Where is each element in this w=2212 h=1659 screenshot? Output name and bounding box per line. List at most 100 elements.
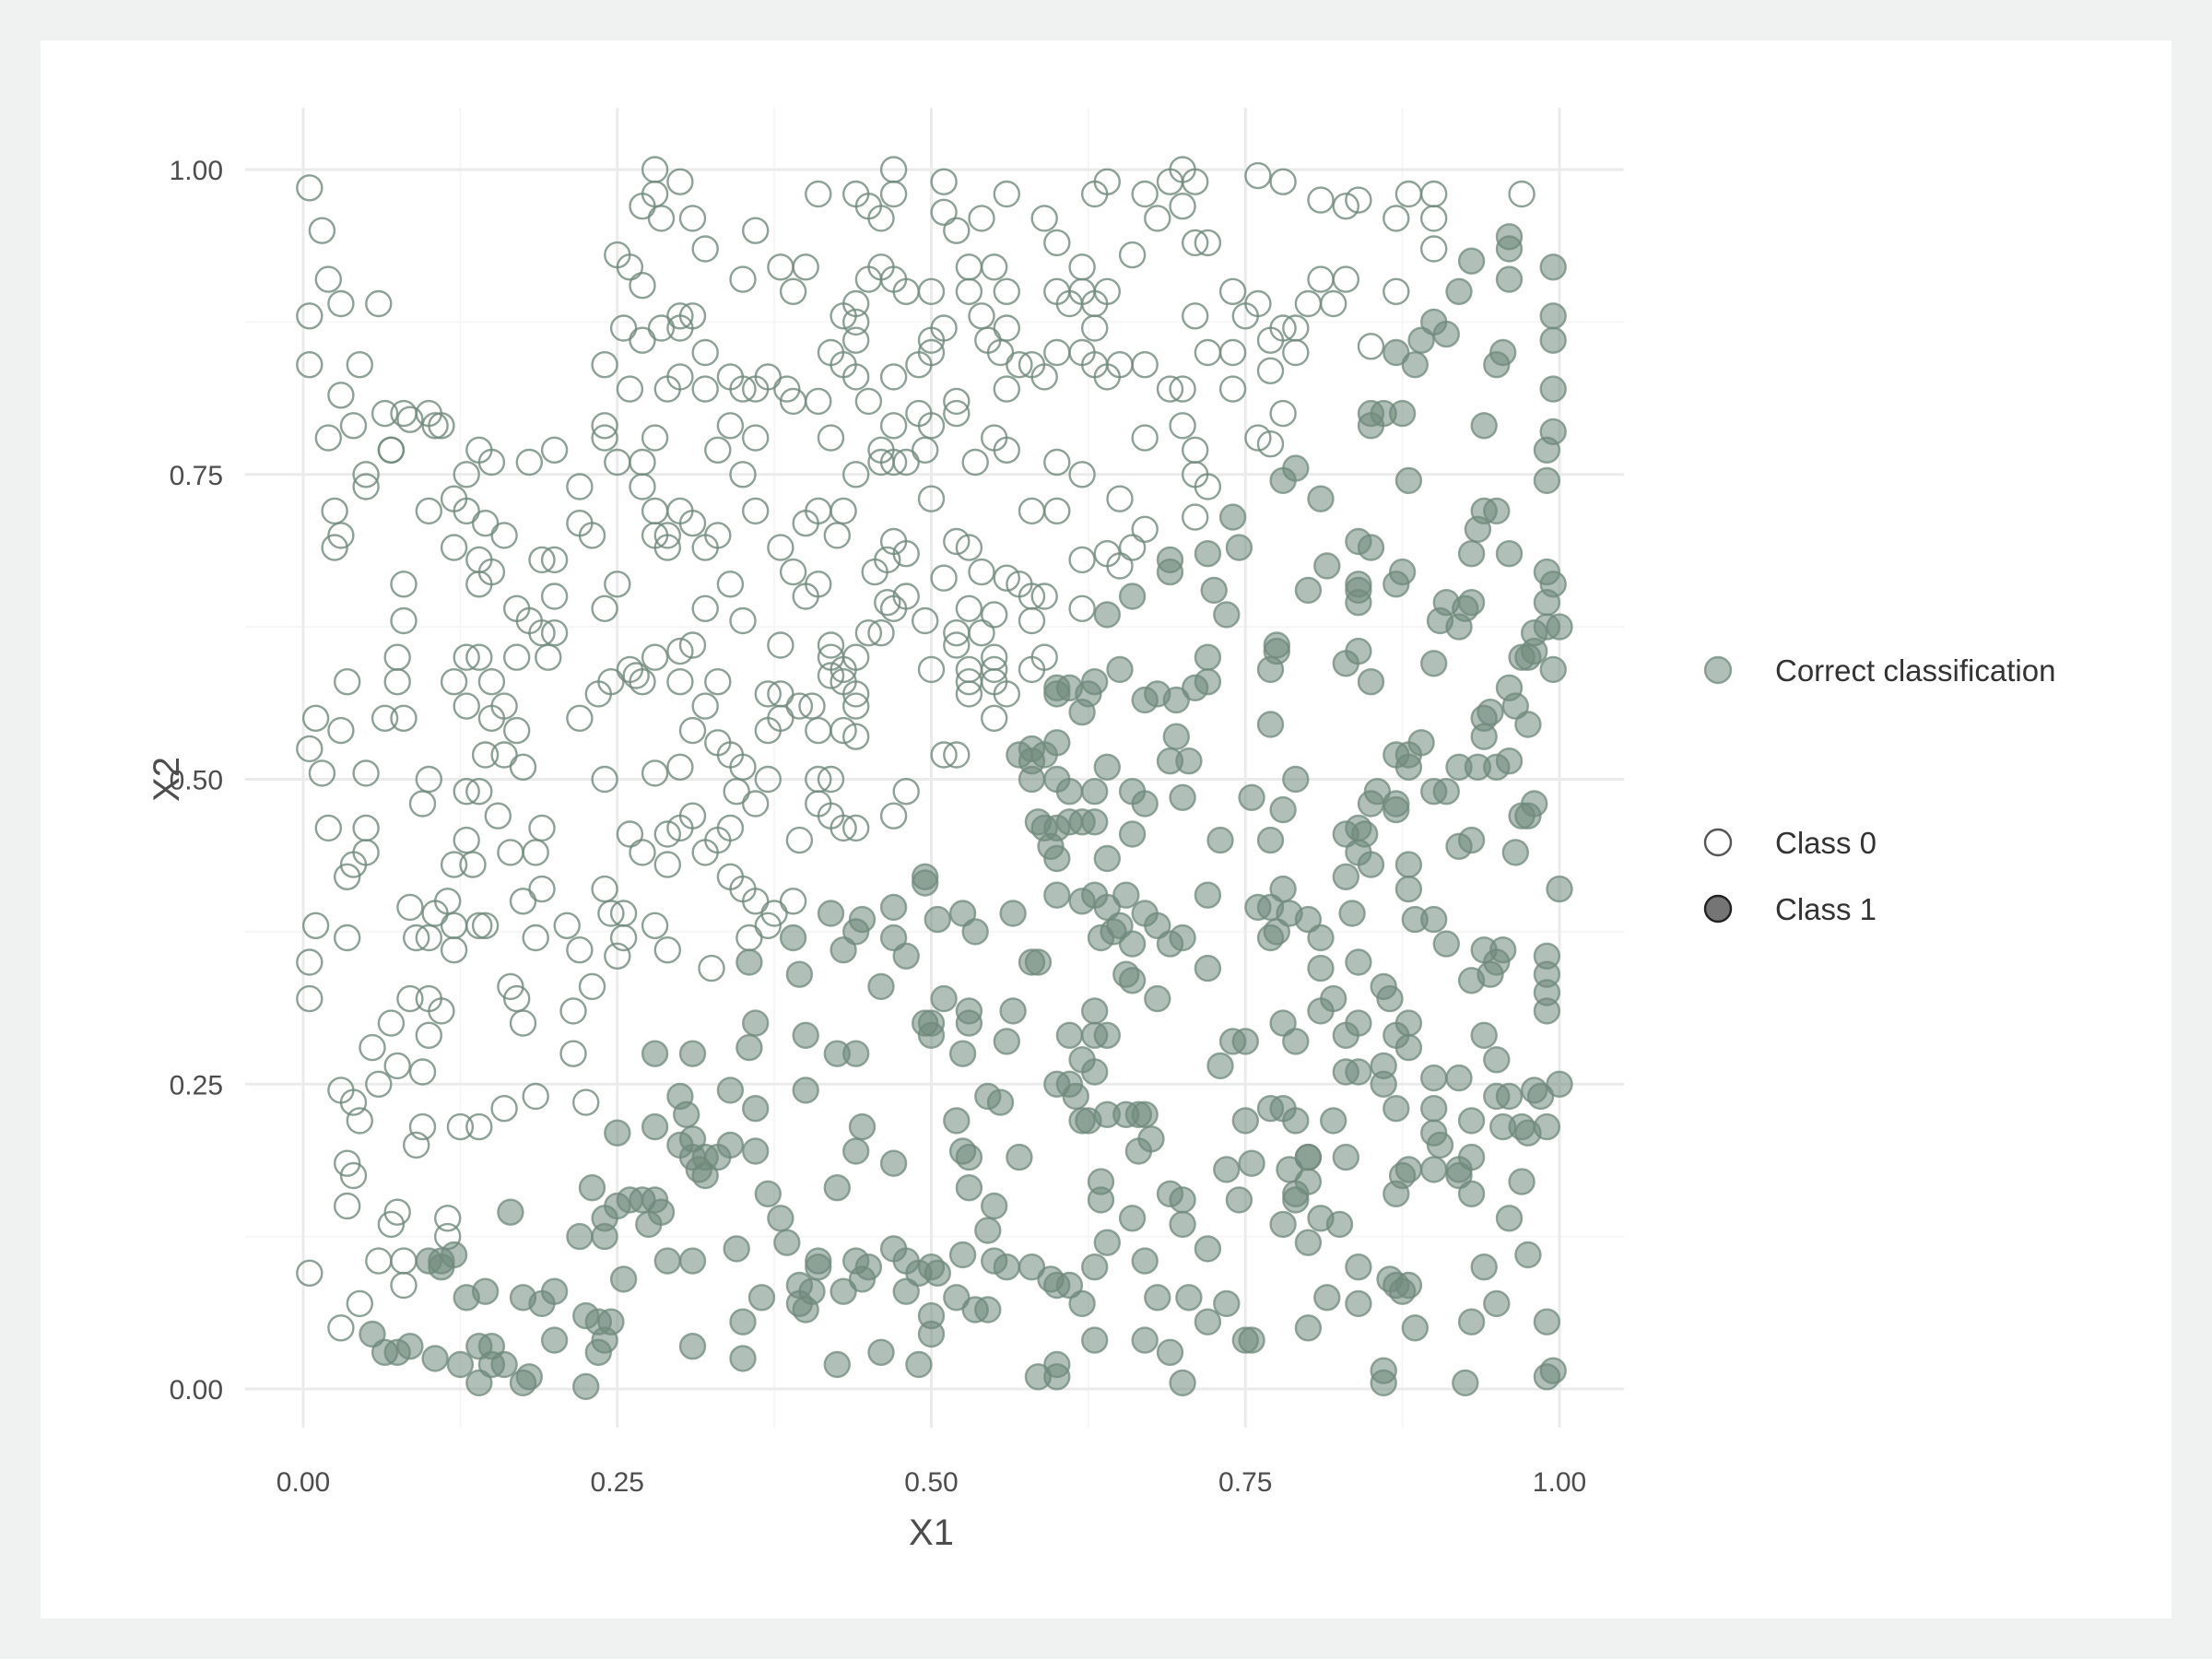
class1-point [446, 1350, 475, 1379]
class0-point [691, 235, 719, 263]
class1-point [742, 1137, 770, 1165]
class1-point [867, 972, 895, 1001]
class0-point [296, 302, 324, 330]
class0-point [666, 302, 694, 330]
class1-point [1175, 747, 1203, 775]
class0-point [805, 571, 832, 598]
class1-point [974, 1217, 1002, 1244]
class1-point [1307, 997, 1335, 1025]
class0-point [666, 314, 694, 342]
class0-point [1332, 265, 1360, 293]
class0-point [1093, 277, 1122, 305]
class1-point [1256, 826, 1285, 854]
class0-point [572, 1088, 600, 1116]
class1-point [1514, 1241, 1542, 1269]
class1-point [1388, 399, 1417, 428]
class0-point [691, 338, 719, 367]
class0-point [591, 412, 618, 440]
class1-point [1263, 631, 1291, 659]
class0-point [993, 180, 1021, 208]
class1-point [1401, 351, 1430, 379]
class1-point [1483, 1046, 1511, 1074]
class1-point [948, 1040, 977, 1067]
class0-point [383, 1198, 411, 1226]
class1-point [1345, 1253, 1372, 1281]
class1-point [1533, 589, 1561, 617]
class1-point [1112, 881, 1140, 909]
class1-point [980, 1247, 1008, 1275]
class0-point [698, 954, 725, 982]
class0-point [559, 1040, 587, 1067]
class0-point [968, 302, 995, 330]
x-axis-title: X1 [909, 1512, 954, 1553]
class0-point [308, 217, 336, 244]
class1-point [1394, 1156, 1423, 1183]
class1-point [1162, 723, 1191, 750]
class0-point [383, 643, 411, 671]
class1-point [1282, 1107, 1310, 1135]
class1-point [1457, 247, 1486, 275]
legend-correct-swatch [1703, 655, 1733, 685]
legend-class0-swatch [1703, 828, 1733, 857]
class0-point [754, 765, 782, 794]
class0-point [993, 375, 1021, 403]
class0-point [421, 900, 449, 927]
class0-point [1169, 375, 1196, 403]
class1-point [1345, 1289, 1372, 1318]
class0-point [779, 888, 807, 915]
class1-point [1256, 711, 1285, 738]
class0-point [465, 1112, 493, 1141]
class1-point [1068, 1289, 1096, 1318]
class0-point [327, 289, 355, 318]
class0-point [334, 924, 361, 952]
class1-point [1087, 1168, 1115, 1195]
class0-point [403, 924, 430, 952]
class0-point [566, 936, 594, 964]
class0-point [1131, 351, 1159, 379]
class0-point [641, 759, 669, 787]
class0-point [339, 412, 368, 440]
class1-point [1501, 839, 1530, 866]
class1-point [1382, 741, 1410, 769]
class1-point [943, 1284, 971, 1312]
class0-point [365, 1247, 393, 1275]
class1-point [767, 1205, 794, 1232]
class0-point [308, 759, 336, 787]
x-tick-label: 0.00 [276, 1467, 330, 1498]
class1-point [892, 942, 920, 970]
class1-point [1470, 1253, 1498, 1281]
class0-point [334, 668, 361, 696]
class1-point [842, 1040, 870, 1067]
class0-point [930, 168, 958, 195]
class1-point [1231, 1107, 1260, 1135]
class0-point [321, 497, 348, 525]
class0-point [742, 888, 770, 915]
class0-point [879, 802, 908, 830]
class1-point [1294, 905, 1323, 934]
class1-point [1137, 1125, 1165, 1153]
class1-point [948, 900, 977, 927]
scatter-chart: 0.00 0.25 0.50 0.75 1.00 0.00 0.25 0.50 0.75 1.00… [147, 108, 2055, 1553]
class0-point [1294, 289, 1323, 318]
class1-point [1495, 265, 1524, 293]
y-axis-title: X2 [147, 757, 187, 802]
class1-point [497, 1198, 524, 1226]
class0-point [509, 753, 537, 781]
class0-point [735, 924, 763, 952]
class0-point [321, 534, 348, 561]
class1-point [415, 1247, 442, 1275]
class1-point [879, 893, 908, 922]
class0-point [428, 997, 455, 1025]
class0-point [955, 277, 983, 305]
class0-point [540, 436, 569, 464]
class0-point [509, 888, 537, 915]
class0-point [1282, 338, 1310, 367]
class0-point [383, 668, 411, 696]
class0-point [296, 984, 324, 1013]
class0-point [842, 289, 870, 318]
class1-point [1018, 765, 1046, 794]
class1-point [1093, 1229, 1122, 1256]
class0-point [578, 972, 606, 1001]
class1-point [879, 1149, 908, 1177]
class0-point [879, 363, 908, 391]
